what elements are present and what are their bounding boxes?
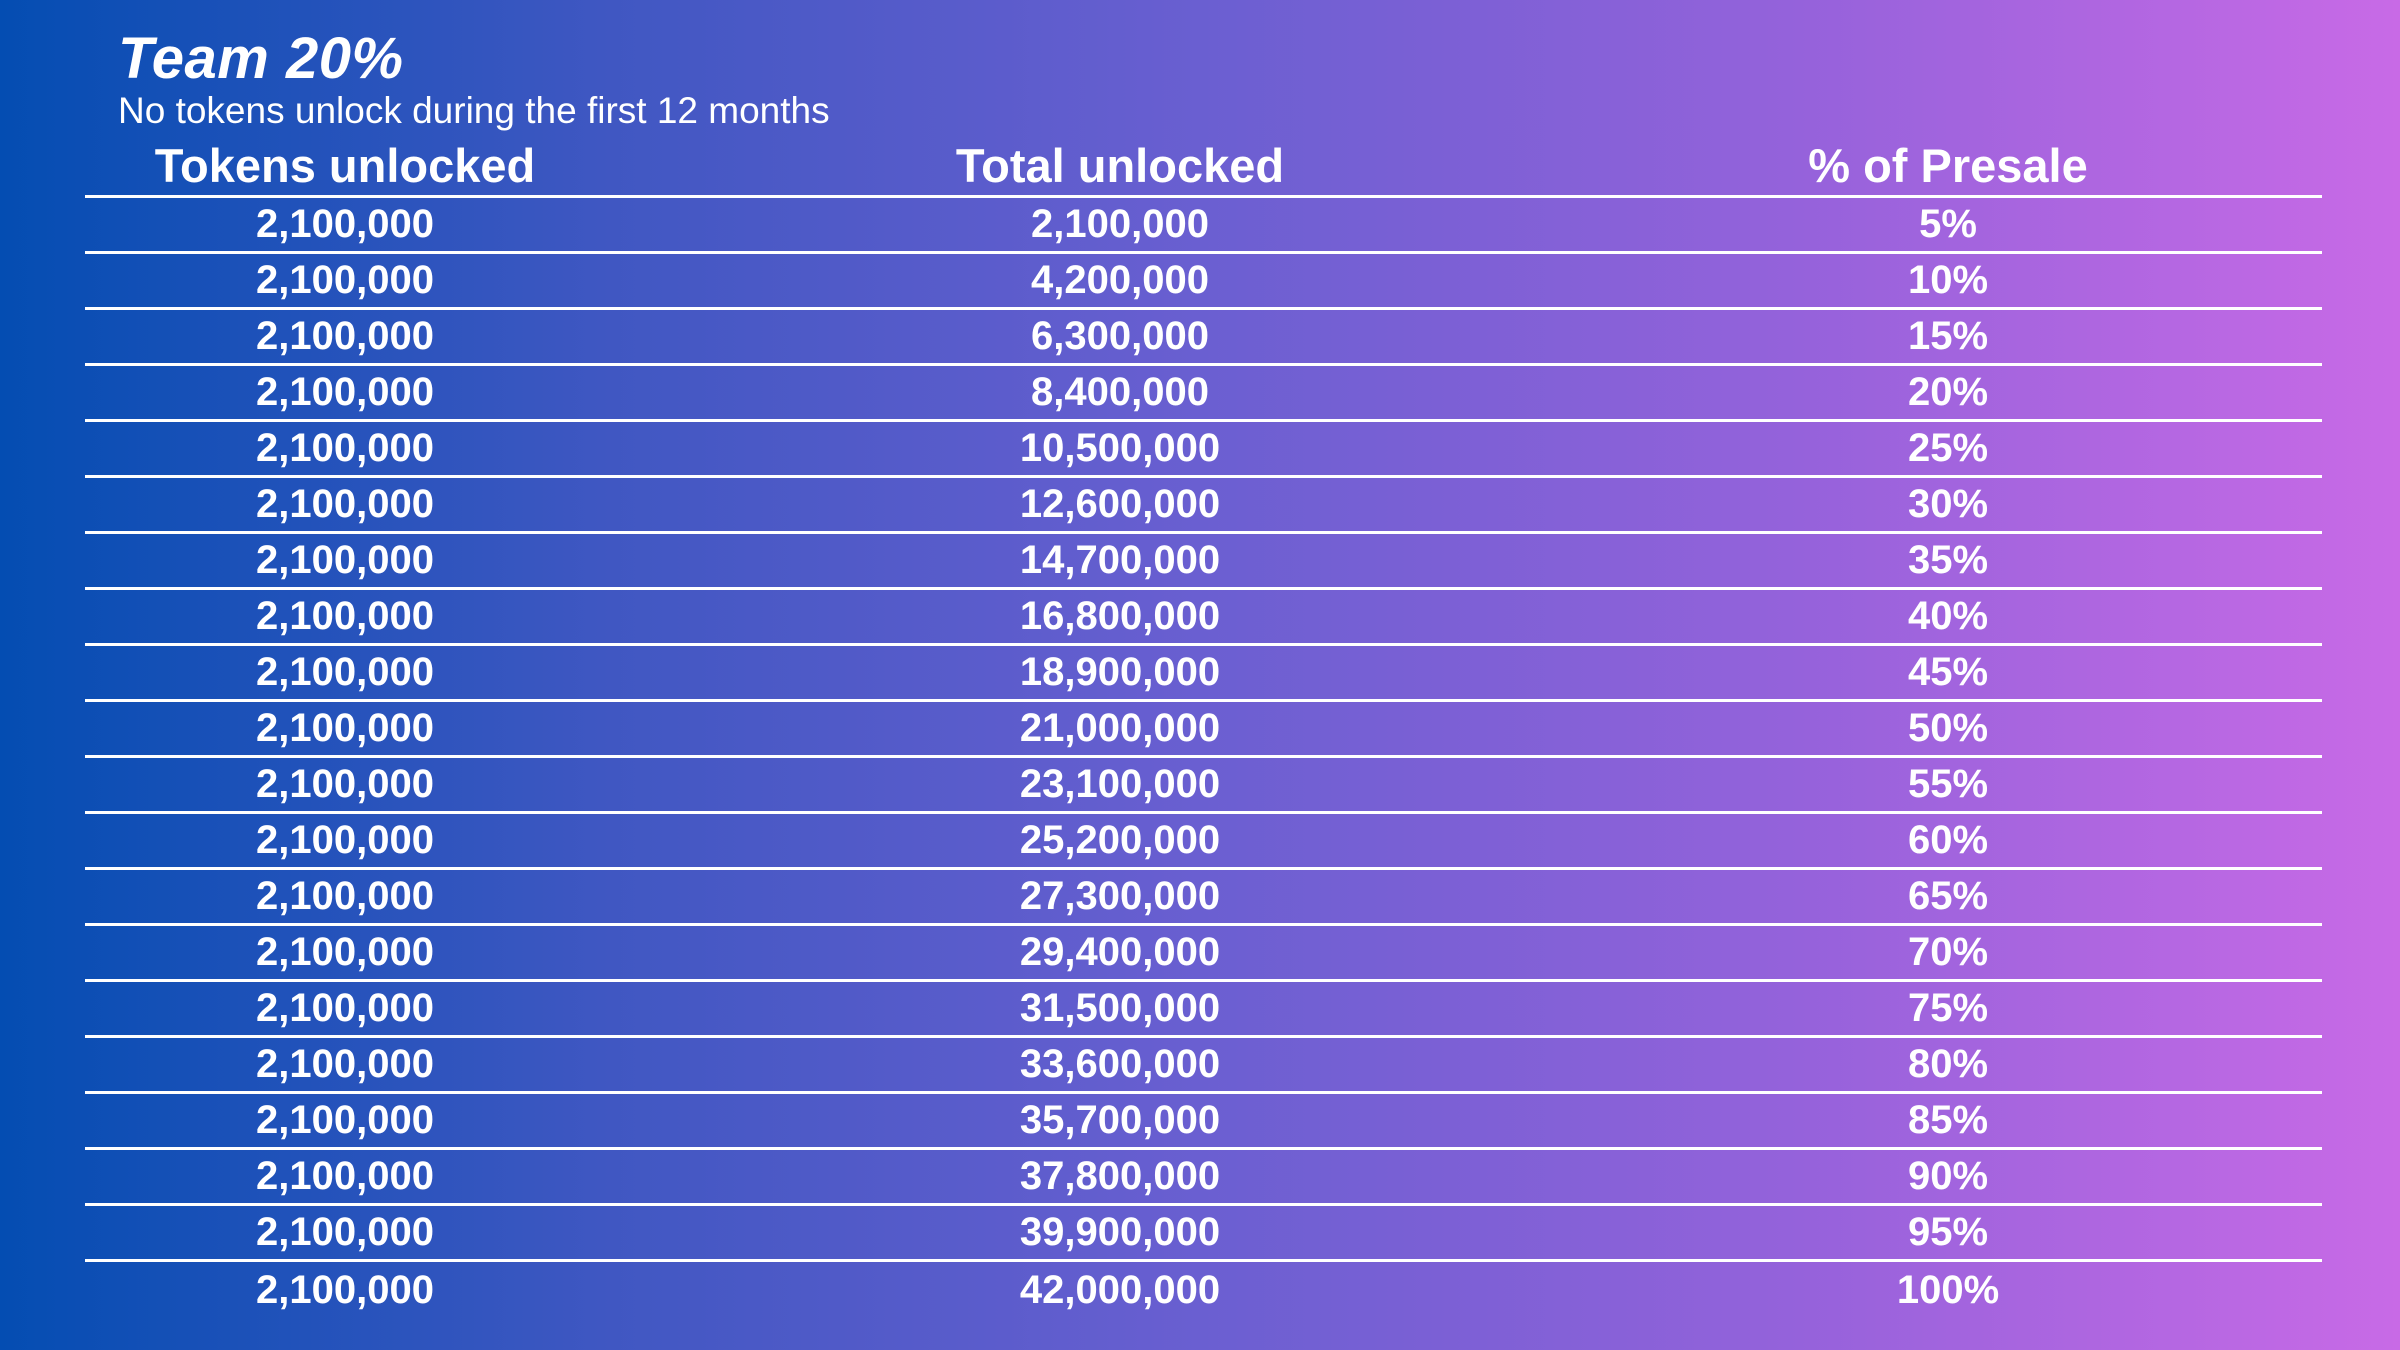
page-subtitle: No tokens unlock during the first 12 mon… — [118, 90, 830, 131]
total-unlocked-cell: 18,900,000 — [1019, 650, 1221, 694]
total-unlocked-cell: 33,600,000 — [1019, 1042, 1221, 1086]
table-row: 2,100,000 31,500,000 75% — [85, 982, 2322, 1038]
percent-presale-cell: 55% — [1907, 762, 1989, 806]
percent-presale-cell: 60% — [1907, 818, 1989, 862]
total-unlocked-cell: 25,200,000 — [1019, 818, 1221, 862]
percent-presale-cell: 90% — [1907, 1154, 1989, 1198]
tokens-unlocked-cell: 2,100,000 — [256, 202, 434, 246]
tokens-unlocked-cell: 2,100,000 — [256, 482, 434, 526]
tokens-unlocked-cell: 2,100,000 — [256, 706, 434, 750]
table-row: 2,100,000 12,600,000 30% — [85, 478, 2322, 534]
table-row: 2,100,000 29,400,000 70% — [85, 926, 2322, 982]
percent-presale-cell: 75% — [1907, 986, 1989, 1030]
table-row: 2,100,000 33,600,000 80% — [85, 1038, 2322, 1094]
total-unlocked-cell: 27,300,000 — [1019, 874, 1221, 918]
tokens-unlocked-cell: 2,100,000 — [256, 762, 434, 806]
table-row: 2,100,000 35,700,000 85% — [85, 1094, 2322, 1150]
table-row: 2,100,000 21,000,000 50% — [85, 702, 2322, 758]
percent-presale-cell: 50% — [1907, 706, 1989, 750]
table-row: 2,100,000 37,800,000 90% — [85, 1150, 2322, 1206]
table-row: 2,100,000 8,400,000 20% — [85, 366, 2322, 422]
table-row: 2,100,000 27,300,000 65% — [85, 870, 2322, 926]
total-unlocked-cell: 42,000,000 — [1019, 1267, 1221, 1312]
table-row: 2,100,000 42,000,000 100% — [85, 1262, 2322, 1318]
tokens-unlocked-cell: 2,100,000 — [256, 1210, 434, 1254]
total-unlocked-cell: 39,900,000 — [1019, 1210, 1221, 1254]
table-row: 2,100,000 10,500,000 25% — [85, 422, 2322, 478]
total-unlocked-cell: 6,300,000 — [1031, 314, 1209, 358]
table-row: 2,100,000 6,300,000 15% — [85, 310, 2322, 366]
unlock-table: Tokens unlocked Total unlocked % of Pres… — [85, 135, 2322, 1318]
table-row: 2,100,000 14,700,000 35% — [85, 534, 2322, 590]
total-unlocked-cell: 8,400,000 — [1031, 370, 1209, 414]
tokens-unlocked-cell: 2,100,000 — [256, 650, 434, 694]
table-body: 2,100,000 2,100,000 5% 2,100,000 4,200,000 10… — [85, 198, 2322, 1318]
header-total-unlocked: Total unlocked — [955, 138, 1285, 192]
total-unlocked-cell: 31,500,000 — [1019, 986, 1221, 1030]
table-row: 2,100,000 2,100,000 5% — [85, 198, 2322, 254]
total-unlocked-cell: 21,000,000 — [1019, 706, 1221, 750]
table-row: 2,100,000 18,900,000 45% — [85, 646, 2322, 702]
tokens-unlocked-cell: 2,100,000 — [256, 1154, 434, 1198]
tokens-unlocked-cell: 2,100,000 — [256, 370, 434, 414]
tokens-unlocked-cell: 2,100,000 — [256, 930, 434, 974]
header-tokens-unlocked: Tokens unlocked — [154, 138, 536, 192]
table-row: 2,100,000 16,800,000 40% — [85, 590, 2322, 646]
header-percent-presale: % of Presale — [1808, 138, 2088, 192]
total-unlocked-cell: 37,800,000 — [1019, 1154, 1221, 1198]
percent-presale-cell: 85% — [1907, 1098, 1989, 1142]
total-unlocked-cell: 23,100,000 — [1019, 762, 1221, 806]
percent-presale-cell: 95% — [1907, 1210, 1989, 1254]
total-unlocked-cell: 29,400,000 — [1019, 930, 1221, 974]
tokens-unlocked-cell: 2,100,000 — [256, 1267, 434, 1312]
tokens-unlocked-cell: 2,100,000 — [256, 986, 434, 1030]
table-row: 2,100,000 23,100,000 55% — [85, 758, 2322, 814]
tokens-unlocked-cell: 2,100,000 — [256, 538, 434, 582]
percent-presale-cell: 35% — [1907, 538, 1989, 582]
percent-presale-cell: 30% — [1907, 482, 1989, 526]
percent-presale-cell: 80% — [1907, 1042, 1989, 1086]
tokens-unlocked-cell: 2,100,000 — [256, 818, 434, 862]
percent-presale-cell: 25% — [1907, 426, 1989, 470]
tokens-unlocked-cell: 2,100,000 — [256, 1098, 434, 1142]
table-row: 2,100,000 39,900,000 95% — [85, 1206, 2322, 1262]
percent-presale-cell: 70% — [1907, 930, 1989, 974]
page-title: Team 20% — [118, 26, 404, 91]
tokens-unlocked-cell: 2,100,000 — [256, 258, 434, 302]
percent-presale-cell: 100% — [1896, 1267, 2000, 1312]
total-unlocked-cell: 16,800,000 — [1019, 594, 1221, 638]
total-unlocked-cell: 14,700,000 — [1019, 538, 1221, 582]
total-unlocked-cell: 10,500,000 — [1019, 426, 1221, 470]
table-header: Tokens unlocked Total unlocked % of Pres… — [85, 135, 2322, 198]
percent-presale-cell: 65% — [1907, 874, 1989, 918]
total-unlocked-cell: 4,200,000 — [1031, 258, 1209, 302]
tokens-unlocked-cell: 2,100,000 — [256, 426, 434, 470]
tokens-unlocked-cell: 2,100,000 — [256, 1042, 434, 1086]
tokens-unlocked-cell: 2,100,000 — [256, 874, 434, 918]
percent-presale-cell: 15% — [1907, 314, 1989, 358]
percent-presale-cell: 10% — [1907, 258, 1989, 302]
percent-presale-cell: 20% — [1907, 370, 1989, 414]
total-unlocked-cell: 35,700,000 — [1019, 1098, 1221, 1142]
percent-presale-cell: 40% — [1907, 594, 1989, 638]
tokens-unlocked-cell: 2,100,000 — [256, 594, 434, 638]
table-row: 2,100,000 25,200,000 60% — [85, 814, 2322, 870]
table-row: 2,100,000 4,200,000 10% — [85, 254, 2322, 310]
percent-presale-cell: 45% — [1907, 650, 1989, 694]
total-unlocked-cell: 2,100,000 — [1031, 202, 1209, 246]
tokens-unlocked-cell: 2,100,000 — [256, 314, 434, 358]
percent-presale-cell: 5% — [1919, 202, 1977, 246]
total-unlocked-cell: 12,600,000 — [1019, 482, 1221, 526]
